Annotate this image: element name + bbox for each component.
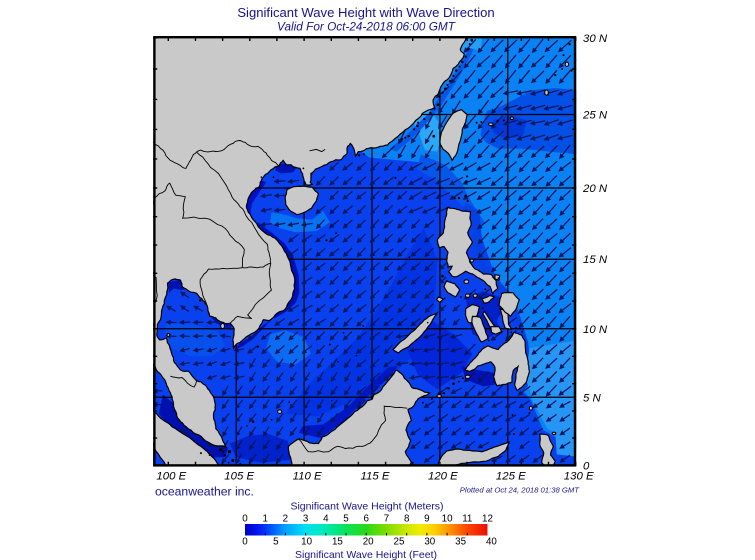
svg-text:9: 9 bbox=[424, 513, 429, 524]
svg-text:20: 20 bbox=[363, 537, 374, 548]
svg-text:6: 6 bbox=[363, 513, 369, 524]
svg-text:115 E: 115 E bbox=[361, 471, 390, 483]
svg-text:8: 8 bbox=[404, 513, 410, 524]
svg-text:30 N: 30 N bbox=[583, 33, 608, 45]
svg-text:7: 7 bbox=[384, 513, 389, 524]
svg-text:5: 5 bbox=[273, 537, 279, 548]
svg-text:100 E: 100 E bbox=[156, 471, 186, 483]
svg-text:25: 25 bbox=[394, 537, 405, 548]
svg-text:5 N: 5 N bbox=[583, 392, 601, 404]
svg-text:125 E: 125 E bbox=[496, 471, 526, 483]
svg-text:1: 1 bbox=[262, 513, 267, 524]
svg-text:120 E: 120 E bbox=[428, 471, 458, 483]
svg-text:Valid For Oct-24-2018 06:00 GM: Valid For Oct-24-2018 06:00 GMT bbox=[277, 20, 456, 34]
svg-text:4: 4 bbox=[323, 513, 329, 524]
svg-text:2: 2 bbox=[283, 513, 288, 524]
svg-text:11: 11 bbox=[462, 513, 472, 524]
svg-text:25 N: 25 N bbox=[582, 110, 608, 122]
svg-text:0: 0 bbox=[242, 537, 248, 548]
svg-text:40: 40 bbox=[486, 537, 497, 548]
svg-text:0: 0 bbox=[242, 513, 248, 524]
svg-text:Significant Wave Height (Meter: Significant Wave Height (Meters) bbox=[290, 501, 443, 513]
svg-text:15: 15 bbox=[332, 537, 343, 548]
svg-text:oceanweather inc.: oceanweather inc. bbox=[155, 485, 254, 499]
svg-text:10: 10 bbox=[301, 537, 312, 548]
svg-text:30: 30 bbox=[424, 537, 435, 548]
svg-text:0: 0 bbox=[583, 460, 590, 472]
svg-text:15 N: 15 N bbox=[583, 254, 608, 266]
svg-text:10: 10 bbox=[442, 513, 453, 524]
svg-text:Significant Wave Height with W: Significant Wave Height with Wave Direct… bbox=[237, 5, 494, 20]
svg-text:Plotted at Oct 24, 2018 01:38: Plotted at Oct 24, 2018 01:38 GMT bbox=[460, 486, 581, 495]
svg-text:Significant Wave Height (Feet): Significant Wave Height (Feet) bbox=[295, 549, 437, 560]
svg-text:105 E: 105 E bbox=[224, 471, 254, 483]
svg-text:12: 12 bbox=[482, 513, 493, 524]
svg-text:130 E: 130 E bbox=[564, 471, 594, 483]
svg-text:110 E: 110 E bbox=[293, 471, 322, 483]
svg-text:20 N: 20 N bbox=[582, 183, 608, 195]
svg-text:3: 3 bbox=[303, 513, 309, 524]
svg-text:10 N: 10 N bbox=[583, 324, 608, 336]
svg-text:5: 5 bbox=[343, 513, 349, 524]
svg-text:35: 35 bbox=[455, 537, 466, 548]
